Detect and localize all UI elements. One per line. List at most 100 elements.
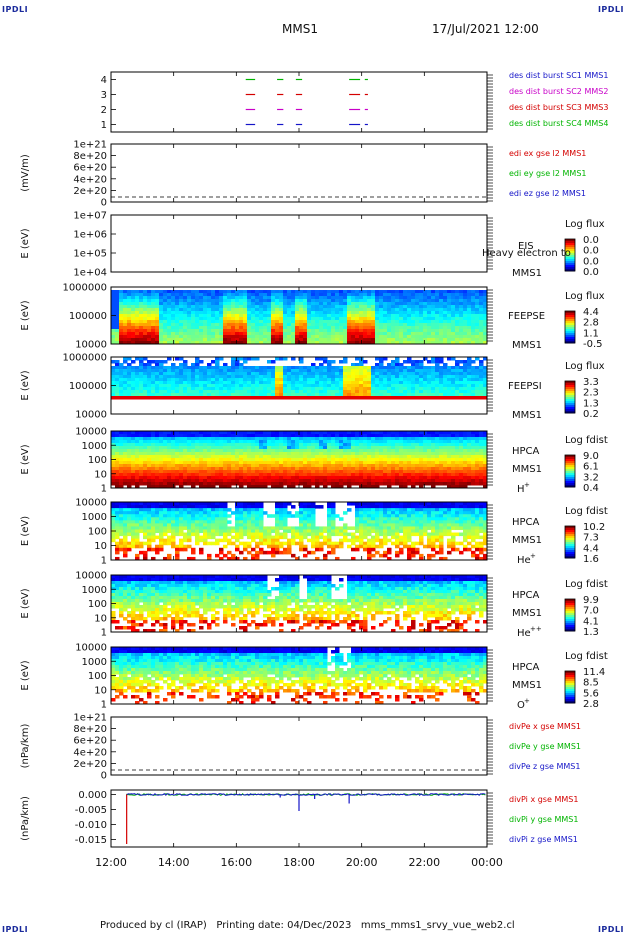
spectrogram-cell <box>119 458 124 462</box>
spectrogram-cell <box>463 314 468 318</box>
spectrogram-cell <box>331 381 336 385</box>
spectrogram-cell <box>183 473 188 477</box>
spectrogram-cell <box>355 473 360 477</box>
spectrogram-cell <box>383 390 388 394</box>
spectrogram-cell <box>363 479 368 483</box>
spectrogram-cell <box>163 302 168 306</box>
spectrogram-cell <box>119 338 124 342</box>
spectrogram-cell <box>395 366 400 370</box>
spectrogram-cell <box>131 482 136 486</box>
spectrogram-cell <box>435 461 440 465</box>
spectrogram-cell <box>255 366 260 370</box>
spectrogram-cell <box>339 390 344 394</box>
spectrogram-cell <box>119 314 124 318</box>
spectrogram-cell <box>259 434 264 438</box>
spectrogram-cell <box>223 434 228 438</box>
spectrogram-cell <box>467 461 472 465</box>
spectrogram-cell <box>283 329 288 333</box>
spectrogram-cell <box>175 387 180 391</box>
spectrogram-cell <box>331 446 336 450</box>
spectrogram-cell <box>443 464 448 468</box>
spectrogram-cell <box>363 455 368 459</box>
spectrogram-cell <box>303 434 308 438</box>
spectrogram-cell <box>287 320 292 324</box>
spectrogram-cell <box>431 296 436 300</box>
spectrogram-cell <box>139 335 144 339</box>
spectrogram-cell <box>151 378 156 382</box>
spectrogram-cell <box>463 479 468 483</box>
spectrogram-cell <box>447 387 452 391</box>
spectrogram-cell <box>315 485 320 489</box>
spectrogram-cell <box>131 455 136 459</box>
spectrogram-cell <box>159 452 164 456</box>
spectrogram-cell <box>383 446 388 450</box>
y-axis-label-3: E (eV) <box>20 300 31 330</box>
spectrogram-cell <box>387 458 392 462</box>
spectrogram-cell <box>423 467 428 471</box>
spectrogram-cell <box>387 464 392 468</box>
spectrogram-cell <box>283 434 288 438</box>
spectrogram-cell <box>467 363 472 367</box>
spectrogram-cell <box>379 384 384 388</box>
spectrogram-cell <box>311 390 316 394</box>
spectrogram-cell <box>367 470 372 474</box>
spectrogram-cell <box>387 363 392 367</box>
spectrogram-cell <box>447 476 452 480</box>
colorbar-frame-4 <box>564 380 576 414</box>
spectrogram-cell <box>167 452 172 456</box>
spectrogram-cell <box>119 482 124 486</box>
spectrogram-cell <box>291 302 296 306</box>
spectrogram-cell <box>271 314 276 318</box>
spectrogram-cell <box>255 323 260 327</box>
spectrogram-cell <box>351 329 356 333</box>
spectrogram-cell <box>367 467 372 471</box>
spectrogram-cell <box>135 479 140 483</box>
spectrogram-cell <box>323 446 328 450</box>
spectrogram-cell <box>379 482 384 486</box>
spectrogram-cell <box>359 323 364 327</box>
spectrogram-cell <box>331 341 336 345</box>
spectrogram-cell <box>211 470 216 474</box>
spectrogram-cell <box>415 335 420 339</box>
spectrogram-cell <box>159 317 164 321</box>
spectrogram-cell <box>227 375 232 379</box>
spectrogram-cell <box>251 338 256 342</box>
spectrogram-cell <box>411 390 416 394</box>
spectrogram-cell <box>359 476 364 480</box>
spectrogram-cell <box>159 390 164 394</box>
spectrogram-cell <box>483 375 488 379</box>
spectrogram-cell <box>467 293 472 297</box>
spectrogram-cell <box>455 479 460 483</box>
spectrogram-cell <box>351 375 356 379</box>
spectrogram-cell <box>147 452 152 456</box>
spectrogram-cell <box>159 434 164 438</box>
spectrogram-cell <box>383 476 388 480</box>
colorbar-tick-label: 1.1 <box>583 328 599 339</box>
spectrogram-cell <box>259 323 264 327</box>
spectrogram-cell <box>355 335 360 339</box>
spectrogram-cell <box>411 387 416 391</box>
spectrogram-cell <box>295 390 300 394</box>
spectrogram-cell <box>315 317 320 321</box>
spectrogram-cell <box>455 458 460 462</box>
spectrogram-cell <box>311 381 316 385</box>
spectrogram-cell <box>111 452 116 456</box>
spectrogram-cell <box>175 381 180 385</box>
spectrogram-cell <box>131 314 136 318</box>
spectrogram-cell <box>331 485 336 489</box>
spectrogram-cell <box>383 308 388 312</box>
spectrogram-cell <box>143 449 148 453</box>
spectrogram-cell <box>287 384 292 388</box>
spectrogram-cell <box>243 387 248 391</box>
spectrogram-cell <box>295 335 300 339</box>
spectrogram-cell <box>363 390 368 394</box>
spectrogram-cell <box>347 317 352 321</box>
spectrogram-cell <box>179 363 184 367</box>
spectrogram-cell <box>223 326 228 330</box>
spectrogram-cell <box>279 479 284 483</box>
spectrogram-cell <box>187 338 192 342</box>
spectrogram-cell <box>279 452 284 456</box>
spectrogram-cell <box>255 476 260 480</box>
spectrogram-cell <box>263 479 268 483</box>
spectrogram-cell <box>119 335 124 339</box>
